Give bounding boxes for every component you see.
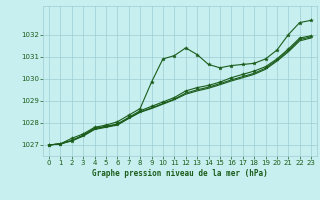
X-axis label: Graphe pression niveau de la mer (hPa): Graphe pression niveau de la mer (hPa) [92,169,268,178]
